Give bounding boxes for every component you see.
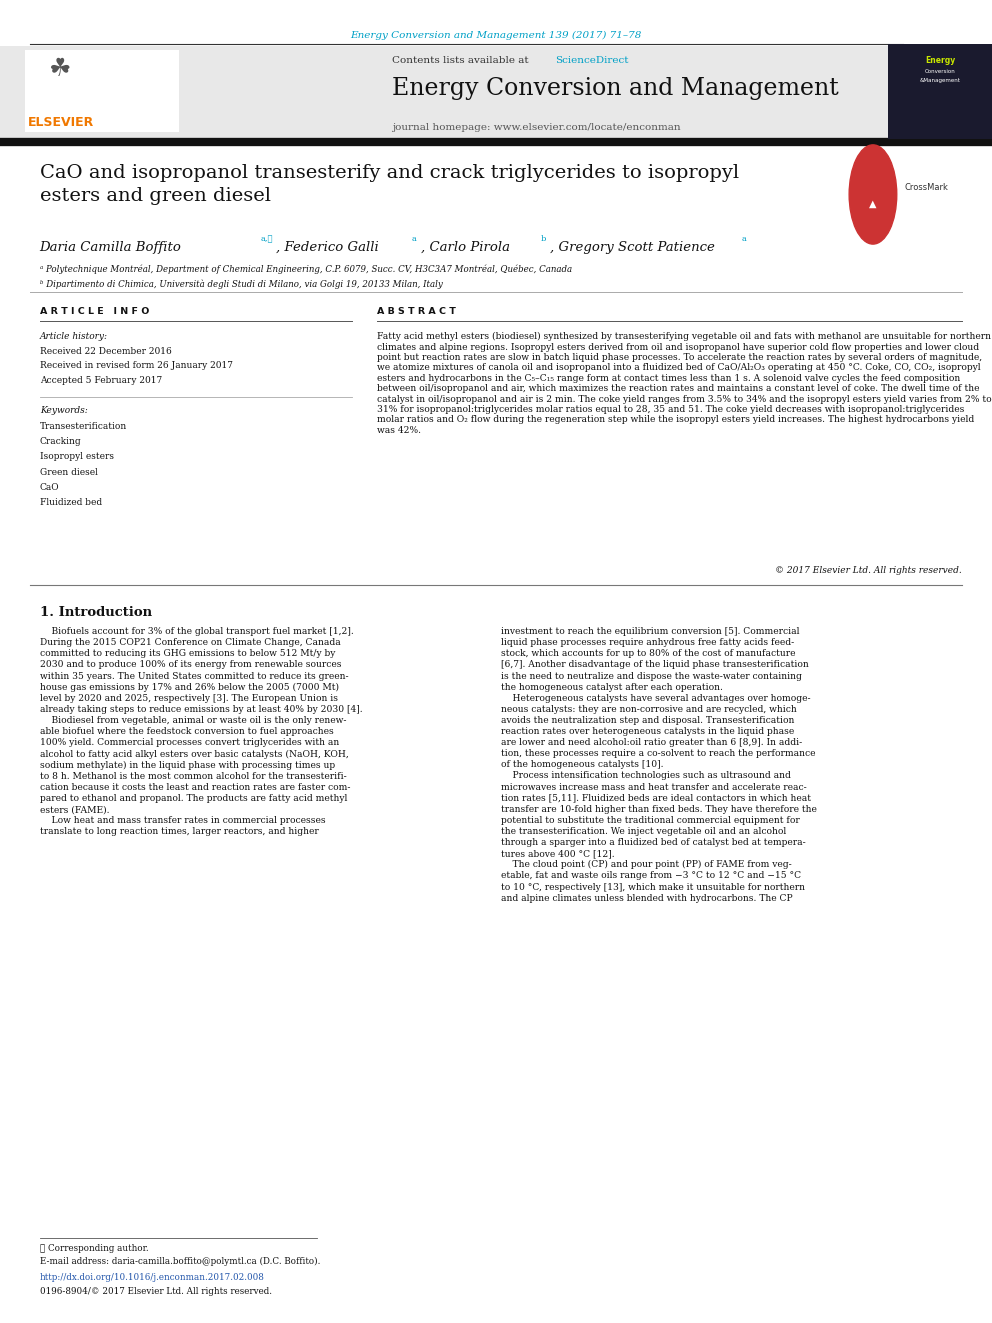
Text: , Federico Galli: , Federico Galli <box>276 241 379 254</box>
Text: Energy Conversion and Management 139 (2017) 71–78: Energy Conversion and Management 139 (20… <box>350 30 642 40</box>
Text: http://dx.doi.org/10.1016/j.enconman.2017.02.008: http://dx.doi.org/10.1016/j.enconman.201… <box>40 1273 265 1282</box>
Text: ELSEVIER: ELSEVIER <box>28 116 94 130</box>
Text: © 2017 Elsevier Ltd. All rights reserved.: © 2017 Elsevier Ltd. All rights reserved… <box>776 566 962 576</box>
Text: CaO and isopropanol transesterify and crack triglycerides to isopropyl
esters an: CaO and isopropanol transesterify and cr… <box>40 164 739 205</box>
Text: Daria Camilla Boffito: Daria Camilla Boffito <box>40 241 182 254</box>
Text: a: a <box>412 235 417 243</box>
Text: ᵃ Polytechnique Montréal, Department of Chemical Engineering, C.P. 6079, Succ. C: ᵃ Polytechnique Montréal, Department of … <box>40 265 571 274</box>
Text: Received in revised form 26 January 2017: Received in revised form 26 January 2017 <box>40 361 233 370</box>
Text: 1. Introduction: 1. Introduction <box>40 606 152 619</box>
Text: Energy: Energy <box>926 56 955 65</box>
Text: Green diesel: Green diesel <box>40 467 97 476</box>
Text: 0196-8904/© 2017 Elsevier Ltd. All rights reserved.: 0196-8904/© 2017 Elsevier Ltd. All right… <box>40 1287 272 1297</box>
Text: Cracking: Cracking <box>40 437 81 446</box>
Text: A R T I C L E   I N F O: A R T I C L E I N F O <box>40 307 149 316</box>
Text: ⋆ Corresponding author.: ⋆ Corresponding author. <box>40 1244 149 1253</box>
FancyBboxPatch shape <box>25 50 179 132</box>
Text: Fluidized bed: Fluidized bed <box>40 497 102 507</box>
Ellipse shape <box>849 146 897 243</box>
Text: E-mail address: daria-camilla.boffito@polymtl.ca (D.C. Boffito).: E-mail address: daria-camilla.boffito@po… <box>40 1257 320 1266</box>
Text: Received 22 December 2016: Received 22 December 2016 <box>40 347 172 356</box>
Text: Contents lists available at: Contents lists available at <box>392 56 532 65</box>
Text: Fatty acid methyl esters (biodiesel) synthesized by transesterifying vegetable o: Fatty acid methyl esters (biodiesel) syn… <box>377 332 992 435</box>
Text: A B S T R A C T: A B S T R A C T <box>377 307 456 316</box>
Text: CaO: CaO <box>40 483 60 492</box>
Text: CrossMark: CrossMark <box>905 184 948 192</box>
Text: ▲: ▲ <box>869 198 877 209</box>
Text: investment to reach the equilibrium conversion [5]. Commercial
liquid phase proc: investment to reach the equilibrium conv… <box>501 627 816 902</box>
Text: ScienceDirect: ScienceDirect <box>556 56 629 65</box>
Text: Keywords:: Keywords: <box>40 406 87 415</box>
Text: Biofuels account for 3% of the global transport fuel market [1,2].
During the 20: Biofuels account for 3% of the global tr… <box>40 627 362 836</box>
Text: b: b <box>541 235 546 243</box>
Text: Conversion: Conversion <box>926 69 955 74</box>
Text: a,⋆: a,⋆ <box>261 235 274 243</box>
FancyBboxPatch shape <box>0 46 992 139</box>
Text: Article history:: Article history: <box>40 332 108 341</box>
Text: , Carlo Pirola: , Carlo Pirola <box>421 241 510 254</box>
Text: , Gregory Scott Patience: , Gregory Scott Patience <box>550 241 714 254</box>
Text: Accepted 5 February 2017: Accepted 5 February 2017 <box>40 376 162 385</box>
Text: Energy Conversion and Management: Energy Conversion and Management <box>392 77 838 99</box>
Text: Transesterification: Transesterification <box>40 422 127 431</box>
Text: ᵇ Dipartimento di Chimica, Università degli Studi di Milano, via Golgi 19, 20133: ᵇ Dipartimento di Chimica, Università de… <box>40 279 442 288</box>
Text: a: a <box>742 235 747 243</box>
Text: &Management: &Management <box>920 78 961 83</box>
FancyBboxPatch shape <box>888 44 992 139</box>
Text: journal homepage: www.elsevier.com/locate/enconman: journal homepage: www.elsevier.com/locat… <box>392 123 681 132</box>
Text: Isopropyl esters: Isopropyl esters <box>40 452 114 462</box>
Text: ☘: ☘ <box>49 57 70 81</box>
